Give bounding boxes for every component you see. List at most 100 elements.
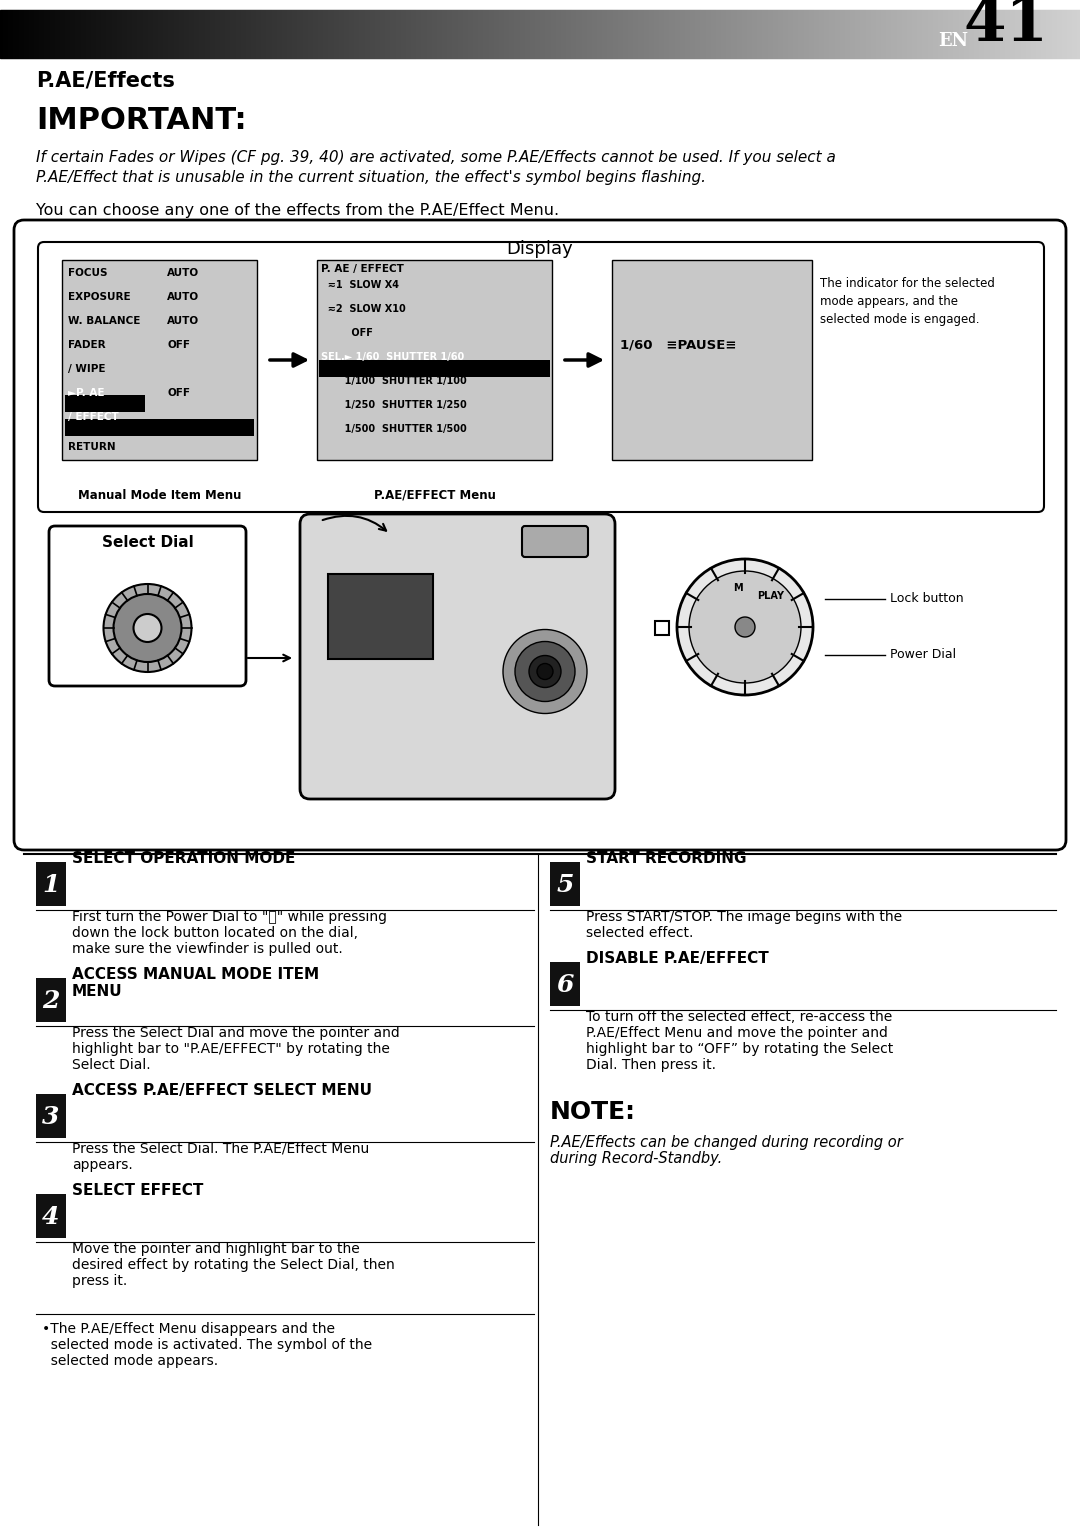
Circle shape [537,664,553,679]
Text: SELECT OPERATION MODE: SELECT OPERATION MODE [72,851,295,866]
Text: START RECORDING: START RECORDING [586,851,746,866]
Text: PLAY: PLAY [757,592,784,601]
Text: desired effect by rotating the Select Dial, then: desired effect by rotating the Select Di… [72,1259,395,1272]
Circle shape [689,570,801,684]
Text: 3: 3 [42,1105,59,1128]
Text: selected mode is activated. The symbol of the: selected mode is activated. The symbol o… [42,1338,373,1352]
Text: •The P.AE/Effect Menu disappears and the: •The P.AE/Effect Menu disappears and the [42,1321,335,1335]
Text: press it.: press it. [72,1274,127,1288]
Text: SELECT EFFECT: SELECT EFFECT [72,1183,203,1197]
Text: SEL.► 1/60  SHUTTER 1/60: SEL.► 1/60 SHUTTER 1/60 [321,353,464,362]
Text: Press START/STOP. The image begins with the: Press START/STOP. The image begins with … [586,911,902,924]
Text: Press the Select Dial. The P.AE/Effect Menu: Press the Select Dial. The P.AE/Effect M… [72,1142,369,1156]
Text: P.AE/EFFECT Menu: P.AE/EFFECT Menu [374,489,496,501]
Text: P.AE/Effect that is unusable in the current situation, the effect's symbol begin: P.AE/Effect that is unusable in the curr… [36,170,706,185]
Text: 2: 2 [42,989,59,1013]
Text: ≂1  SLOW X4: ≂1 SLOW X4 [321,281,399,290]
Text: IMPORTANT:: IMPORTANT: [36,106,246,135]
Text: First turn the Power Dial to "Ⓜ" while pressing: First turn the Power Dial to "Ⓜ" while p… [72,911,387,924]
Text: Dial. Then press it.: Dial. Then press it. [586,1058,716,1072]
Text: 1/60   ≡PAUSE≡: 1/60 ≡PAUSE≡ [620,339,737,353]
Text: Select Dial.: Select Dial. [72,1058,150,1072]
Text: MENU: MENU [72,984,123,1000]
Text: highlight bar to "P.AE/EFFECT" by rotating the: highlight bar to "P.AE/EFFECT" by rotati… [72,1042,390,1056]
Text: DISABLE P.AE/EFFECT: DISABLE P.AE/EFFECT [586,950,769,966]
Text: AUTO: AUTO [167,268,199,277]
Text: OFF: OFF [321,328,373,337]
Text: FADER: FADER [68,340,106,350]
Text: OFF: OFF [167,340,190,350]
Bar [550,963,580,1006]
Text: RETURN: RETURN [68,442,116,452]
Text: P.AE/Effect Menu and move the pointer and: P.AE/Effect Menu and move the pointer an… [586,1026,888,1039]
Circle shape [113,593,181,662]
Text: ACCESS P.AE/EFFECT SELECT MENU: ACCESS P.AE/EFFECT SELECT MENU [72,1082,372,1098]
Circle shape [735,616,755,638]
Text: EN: EN [939,32,968,51]
Text: 4: 4 [42,1205,59,1229]
Text: down the lock button located on the dial,: down the lock button located on the dial… [72,926,357,940]
Text: FOCUS: FOCUS [68,268,108,277]
Text: You can choose any one of the effects from the P.AE/Effect Menu.: You can choose any one of the effects fr… [36,202,559,218]
Text: AUTO: AUTO [167,316,199,327]
Text: during Record-Standby.: during Record-Standby. [550,1151,723,1167]
Circle shape [134,615,162,642]
Text: ACCESS MANUAL MODE ITEM: ACCESS MANUAL MODE ITEM [72,967,319,983]
FancyBboxPatch shape [49,526,246,685]
Text: To turn off the selected effect, re-access the: To turn off the selected effect, re-acce… [586,1010,892,1024]
Text: appears.: appears. [72,1157,133,1173]
Text: If certain Fades or Wipes (CF pg. 39, 40) are activated, some P.AE/Effects canno: If certain Fades or Wipes (CF pg. 39, 40… [36,150,836,166]
Bar [612,261,812,460]
Text: Select Dial: Select Dial [102,535,193,550]
Circle shape [515,641,575,702]
Text: M: M [733,583,743,593]
Text: The indicator for the selected: The indicator for the selected [820,277,995,290]
Text: ≂2  SLOW X10: ≂2 SLOW X10 [321,304,406,314]
Bar [62,261,257,460]
Text: 5: 5 [556,872,573,897]
Bar [36,1095,66,1137]
Text: 41: 41 [963,0,1048,54]
Text: W. BALANCE: W. BALANCE [68,316,140,327]
Text: 1/500  SHUTTER 1/500: 1/500 SHUTTER 1/500 [321,425,467,434]
Text: selected mode is engaged.: selected mode is engaged. [820,313,980,327]
Bar [36,978,66,1023]
Text: AUTO: AUTO [167,291,199,302]
Text: make sure the viewfinder is pulled out.: make sure the viewfinder is pulled out. [72,941,342,957]
Text: selected mode appears.: selected mode appears. [42,1354,218,1367]
Bar [654,621,669,635]
FancyBboxPatch shape [14,221,1066,849]
Bar [36,862,66,906]
Circle shape [677,560,813,694]
Bar [36,1194,66,1239]
Text: P.AE/Effects: P.AE/Effects [36,71,175,90]
FancyBboxPatch shape [38,242,1044,512]
Bar [318,261,552,460]
Text: selected effect.: selected effect. [586,926,693,940]
Text: Press the Select Dial and move the pointer and: Press the Select Dial and move the point… [72,1026,400,1039]
Bar [65,419,254,435]
Text: 1: 1 [42,872,59,897]
Bar [65,396,145,412]
Circle shape [529,656,561,687]
Text: Lock button: Lock button [890,592,963,606]
Bar [319,360,550,377]
Text: highlight bar to “OFF” by rotating the Select: highlight bar to “OFF” by rotating the S… [586,1042,893,1056]
Bar [550,862,580,906]
Text: P. AE / EFFECT: P. AE / EFFECT [321,264,404,274]
Text: NOTE:: NOTE: [550,1101,636,1124]
Text: P.AE/Effects can be changed during recording or: P.AE/Effects can be changed during recor… [550,1134,903,1150]
Text: 1/250  SHUTTER 1/250: 1/250 SHUTTER 1/250 [321,400,467,409]
Text: 6: 6 [556,973,573,996]
Text: ►P. AE: ►P. AE [68,388,105,399]
Circle shape [104,584,191,671]
Text: Manual Mode Item Menu: Manual Mode Item Menu [78,489,241,501]
Text: / WIPE: / WIPE [68,363,106,374]
Text: EXPOSURE: EXPOSURE [68,291,131,302]
Text: / EFFECT: / EFFECT [68,412,119,422]
Text: 1/100  SHUTTER 1/100: 1/100 SHUTTER 1/100 [321,376,467,386]
Text: Display: Display [507,241,573,258]
Text: OFF: OFF [167,388,190,399]
Text: Move the pointer and highlight bar to the: Move the pointer and highlight bar to th… [72,1242,360,1256]
FancyBboxPatch shape [522,526,588,556]
